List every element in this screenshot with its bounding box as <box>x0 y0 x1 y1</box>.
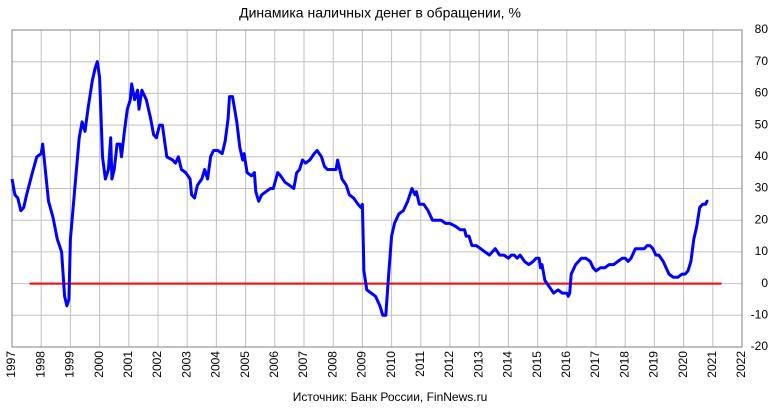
x-tick-label: 2019 <box>647 351 661 378</box>
x-tick-label: 2007 <box>296 351 310 378</box>
x-tick-label: 2021 <box>705 351 719 378</box>
y-tick-label: -10 <box>751 307 769 321</box>
y-tick-label: 30 <box>755 181 769 195</box>
x-tick-label: 1997 <box>4 351 18 378</box>
x-tick-label: 2014 <box>501 351 515 378</box>
y-tick-label: 50 <box>755 117 769 131</box>
y-tick-label: 10 <box>755 244 769 258</box>
plot-frame <box>11 29 743 348</box>
x-tick-label: 2022 <box>734 351 748 378</box>
x-tick-label: 2003 <box>179 351 193 378</box>
x-tick-label: 2000 <box>92 351 106 378</box>
chart-title: Динамика наличных денег в обращении, % <box>239 5 521 21</box>
x-tick-label: 1999 <box>63 351 77 378</box>
x-tick-label: 2009 <box>355 351 369 378</box>
x-tick-label: 1998 <box>33 351 47 378</box>
x-tick-label: 2018 <box>617 351 631 378</box>
x-tick-label: 2013 <box>471 351 485 378</box>
y-tick-label: 60 <box>755 86 769 100</box>
x-tick-label: 2005 <box>238 351 252 378</box>
x-tick-label: 2008 <box>325 351 339 378</box>
x-tick-label: 2004 <box>209 351 223 378</box>
x-tick-label: 2017 <box>588 351 602 378</box>
y-tick-label: 40 <box>755 149 769 163</box>
data-line <box>10 60 709 317</box>
x-tick-label: 2015 <box>530 351 544 378</box>
x-tick-label: 2020 <box>676 351 690 378</box>
x-tick-label: 2001 <box>121 351 135 378</box>
x-tick-label: 2016 <box>559 351 573 378</box>
y-tick-label: 0 <box>761 276 768 290</box>
x-tick-label: 2010 <box>384 351 398 378</box>
x-tick-label: 2012 <box>442 351 456 378</box>
source: Источник: Банк России, FinNews.ru <box>293 390 488 404</box>
x-tick-label: 2011 <box>413 351 427 377</box>
x-tick-label: 2006 <box>267 351 281 378</box>
y-tick-label: 80 <box>755 22 769 36</box>
y-tick-label: -20 <box>751 339 769 353</box>
y-tick-label: 20 <box>755 212 769 226</box>
y-tick-label: 70 <box>755 54 769 68</box>
x-tick-label: 2002 <box>150 351 164 378</box>
